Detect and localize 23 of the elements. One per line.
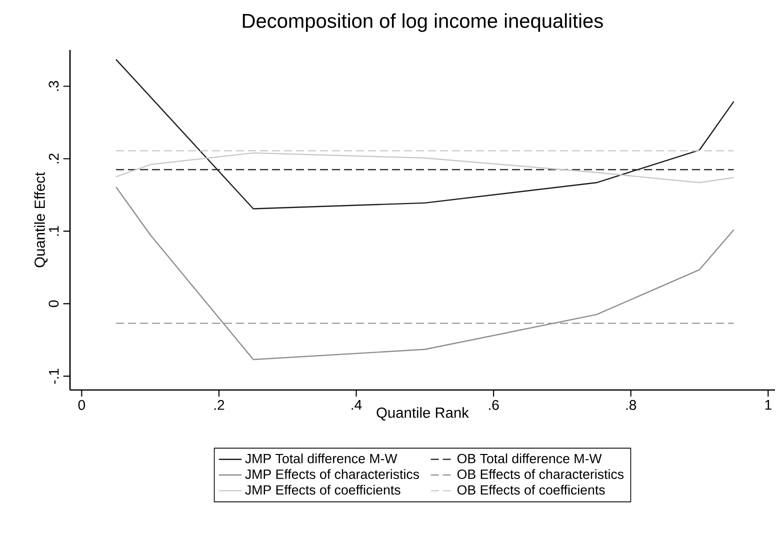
legend-label: JMP Effects of coefficients <box>245 484 400 495</box>
legend-label: OB Effects of coefficients <box>457 484 605 495</box>
line-series <box>115 186 734 360</box>
x-tick-label: .2 <box>214 400 224 410</box>
y-axis-title: Quantile Effect <box>34 172 48 268</box>
x-tick-label: .8 <box>626 400 636 410</box>
y-tick-label: .3 <box>48 81 59 91</box>
x-axis-title: Quantile Rank <box>376 407 469 420</box>
x-tick-label: 0 <box>78 400 86 410</box>
legend-label: JMP Effects of characteristics <box>245 469 420 479</box>
line-series <box>115 152 734 184</box>
x-tick-label: .6 <box>488 400 499 410</box>
y-tick-label: 0 <box>48 300 59 308</box>
y-tick-label: -.1 <box>49 368 59 384</box>
legend-label: JMP Total difference M-W <box>245 454 398 464</box>
line-series <box>115 58 734 210</box>
legend-label: OB Total difference M-W <box>457 454 602 464</box>
chart-title: Decomposition of log income inequalities <box>242 13 603 32</box>
y-tick-label: .1 <box>49 226 59 236</box>
y-tick-label: .2 <box>48 154 59 164</box>
x-tick-label: 1 <box>765 400 772 410</box>
legend-label: OB Effects of characteristics <box>457 469 624 479</box>
x-tick-label: .4 <box>352 400 362 410</box>
